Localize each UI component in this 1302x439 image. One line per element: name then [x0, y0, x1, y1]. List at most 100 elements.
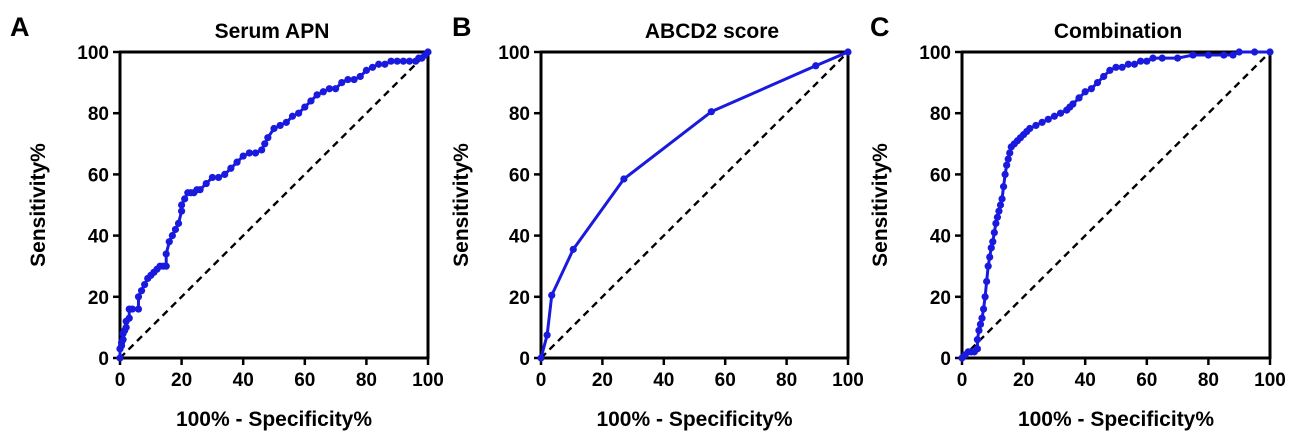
panel-c-roc-point [1174, 54, 1182, 62]
panel-a-roc-point [137, 287, 146, 295]
panel-c-roc-point [975, 326, 983, 335]
panel-c-roc-point [979, 305, 988, 313]
panel-a-roc-point [325, 85, 334, 93]
panel-c-y-tick-label: 20 [930, 288, 951, 309]
panel-b-letter: B [452, 12, 472, 42]
panel-a-roc-point [261, 140, 269, 148]
panel-a-roc-point [338, 79, 346, 87]
panel-a-roc-point [134, 293, 143, 301]
panel-a-roc-point [245, 149, 253, 157]
panel-a-roc-point [375, 60, 383, 68]
panel-a-roc-point [424, 48, 432, 56]
panel-a-roc-point [387, 57, 395, 65]
panel-a-x-tick-label: 20 [171, 370, 192, 391]
panel-a-x-axis-label: 100% - Specificity% [176, 408, 372, 431]
panel-c-roc-point [998, 195, 1006, 203]
panel-c-x-axis-label: 100% - Specificity% [1018, 408, 1214, 431]
panel-c-title: Combination [1054, 20, 1182, 43]
panel-c-roc-point [978, 314, 986, 322]
panel-a-roc-point [319, 88, 327, 96]
panel-c-roc-point [1251, 48, 1259, 56]
panel-a-roc-point [368, 63, 377, 71]
panel-b-roc-point [707, 108, 715, 116]
panel-b-roc-point [569, 245, 577, 253]
panel-a-roc-point [202, 179, 210, 188]
panel-c-roc-point [1235, 48, 1243, 56]
panel-a-roc-point [301, 103, 309, 111]
panel-c-roc-point [981, 293, 989, 301]
panel-c-y-tick-label: 60 [930, 165, 951, 186]
panel-b-y-tick-label: 20 [509, 288, 530, 309]
panel-b-roc-point [812, 62, 820, 70]
panel-c-roc-point [1087, 85, 1095, 93]
panel-b-x-tick-label: 0 [536, 370, 547, 391]
panel-a-roc-point [350, 75, 358, 84]
panel-a-y-tick-label: 60 [88, 165, 109, 186]
panel-c-roc-point [990, 228, 998, 237]
panel-c-roc-point [1004, 155, 1012, 163]
panel-a-roc-point [162, 262, 170, 270]
panel-c-roc-point [1143, 57, 1151, 65]
panel-a-roc-point [399, 57, 407, 65]
panel-b-y-tick-label: 100 [498, 43, 530, 64]
panel-c-letter: C [870, 12, 890, 42]
panel-c-roc-point [1001, 170, 1009, 178]
panel-a-roc-point [295, 109, 303, 117]
panel-c-roc-point [1100, 72, 1108, 81]
panel-c-roc-point [976, 320, 985, 328]
panel-c-roc-point [1093, 79, 1102, 87]
panel-b-roc-point [548, 291, 556, 299]
panel-c-x-tick-label: 100 [1254, 370, 1286, 391]
panel-c-y-tick-label: 0 [940, 349, 951, 370]
panel-b-x-tick-label: 100 [832, 370, 864, 391]
panel-c-roc-point [1069, 100, 1077, 108]
panel-a-roc-point [162, 250, 170, 258]
panel-c-roc-point [973, 345, 982, 353]
panel-c-roc-point [1112, 63, 1120, 71]
panel-c-roc-point [1003, 161, 1011, 169]
panel-c-x-tick-label: 60 [1136, 370, 1157, 391]
panel-c-y-tick-label: 80 [930, 104, 951, 125]
panel-a-roc-point [168, 232, 176, 240]
panel-a-roc-point [332, 85, 340, 93]
panel-b-y-tick-label: 40 [509, 227, 530, 248]
panel-a-roc-point [181, 195, 189, 203]
panel-c-roc-point [1038, 118, 1046, 126]
panel-a-roc-point [233, 158, 241, 166]
panel-a-roc-point [282, 118, 290, 126]
panel-c-roc-point [1106, 66, 1114, 74]
panel-b-x-tick-label: 60 [715, 370, 736, 391]
panel-c-roc-point [1044, 115, 1052, 123]
panel-a-y-tick-label: 100 [77, 43, 109, 64]
panel-a-roc-point [307, 97, 315, 105]
panel-a-letter: A [10, 12, 30, 42]
panel-c-roc-point [1056, 109, 1065, 117]
panel-b-y-tick-label: 0 [519, 349, 530, 370]
panel-c-roc-point [987, 244, 995, 252]
panel-a-y-axis-label: Sensitivity% [27, 143, 50, 267]
panel-a-x-tick-label: 60 [294, 370, 315, 391]
panel-c-roc-point [1032, 121, 1040, 130]
panel-c-roc-point [1220, 51, 1228, 59]
panel-c-x-tick-label: 20 [1013, 370, 1034, 391]
panel-a-reference-diagonal [119, 51, 429, 359]
panel-c-roc-point [1124, 60, 1132, 68]
panel-b: B ABCD2 score 0 20 40 60 80 100 0 20 40 60 80 100 100%… [450, 12, 864, 431]
panel-a-roc-point [128, 305, 136, 313]
panel-a-roc-point [239, 152, 247, 160]
panel-c-y-tick-label: 40 [930, 227, 951, 248]
panel-a-roc-point [381, 60, 389, 68]
panel-a-roc-point [122, 323, 130, 331]
panel-a-roc-point [405, 57, 414, 65]
panel-c-roc-point [1130, 60, 1139, 68]
panel-a-roc-point [119, 336, 127, 344]
panel-a-roc-point [125, 314, 133, 322]
panel-a-roc-point [313, 91, 321, 99]
panel-a-roc-point [141, 280, 149, 289]
panel-c-roc-point [1137, 57, 1145, 65]
panel-a-roc-point [258, 146, 266, 154]
panel-a-y-tick-label: 40 [88, 227, 109, 248]
panel-a-roc-point [393, 57, 401, 65]
panel-c-roc-point [1189, 51, 1197, 59]
